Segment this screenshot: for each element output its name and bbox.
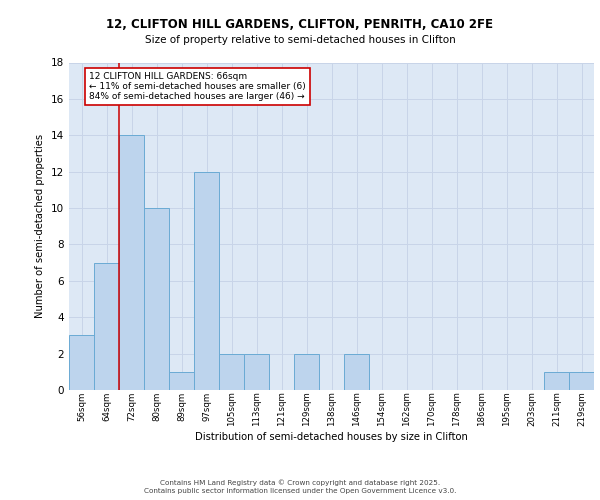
Bar [294,354,319,390]
Bar [69,336,94,390]
Bar [194,172,219,390]
X-axis label: Distribution of semi-detached houses by size in Clifton: Distribution of semi-detached houses by … [195,432,468,442]
Bar [569,372,594,390]
Bar [169,372,194,390]
Y-axis label: Number of semi-detached properties: Number of semi-detached properties [35,134,46,318]
Bar [219,354,244,390]
Bar [119,136,144,390]
Bar [244,354,269,390]
Text: Contains HM Land Registry data © Crown copyright and database right 2025.
Contai: Contains HM Land Registry data © Crown c… [144,479,456,494]
Text: 12, CLIFTON HILL GARDENS, CLIFTON, PENRITH, CA10 2FE: 12, CLIFTON HILL GARDENS, CLIFTON, PENRI… [107,18,493,30]
Text: 12 CLIFTON HILL GARDENS: 66sqm
← 11% of semi-detached houses are smaller (6)
84%: 12 CLIFTON HILL GARDENS: 66sqm ← 11% of … [89,72,306,102]
Bar [144,208,169,390]
Text: Size of property relative to semi-detached houses in Clifton: Size of property relative to semi-detach… [145,35,455,45]
Bar [94,262,119,390]
Bar [544,372,569,390]
Bar [344,354,369,390]
